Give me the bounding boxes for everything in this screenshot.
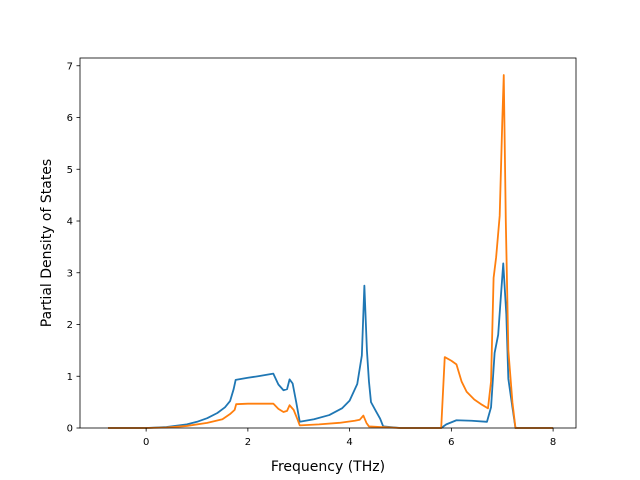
- plot-area: [80, 58, 576, 428]
- y-tick-label: 3: [67, 268, 73, 279]
- y-tick-label: 0: [67, 424, 73, 435]
- x-tick-label: 0: [143, 437, 149, 448]
- axes-frame: [79, 57, 577, 429]
- x-tick-label: 6: [448, 437, 454, 448]
- y-tick-label: 1: [67, 372, 73, 383]
- x-tick-label: 8: [550, 437, 556, 448]
- x-tick-label: 4: [346, 437, 352, 448]
- x-tick-label: 2: [245, 437, 251, 448]
- y-tick-label: 2: [67, 320, 73, 331]
- y-axis-label: Partial Density of States: [39, 159, 55, 327]
- y-tick-label: 7: [67, 61, 73, 72]
- x-axis-label: Frequency (THz): [271, 459, 385, 475]
- series-line-1: [107, 262, 554, 429]
- y-tick-label: 5: [67, 165, 73, 176]
- y-tick-label: 4: [67, 217, 73, 228]
- y-tick-label: 6: [67, 113, 73, 124]
- series-line-2: [107, 74, 554, 429]
